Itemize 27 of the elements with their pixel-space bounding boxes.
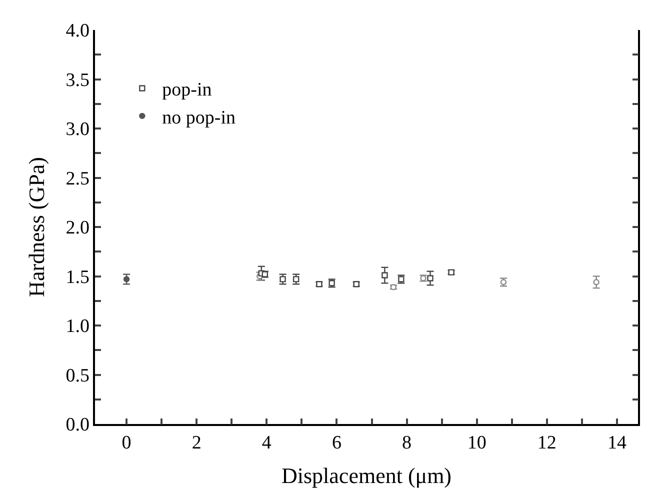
x-tick-label: 0: [122, 432, 132, 454]
x-tick-label: 2: [192, 432, 202, 454]
text: 0.0: [66, 414, 90, 436]
y-tick-label: 1.0: [66, 316, 90, 338]
point: [382, 272, 388, 278]
y-tick-label: 4.0: [66, 20, 90, 42]
x-tick-label: 14: [607, 432, 627, 454]
x-axis-title: Displacement (μm): [281, 462, 452, 488]
point: [280, 276, 286, 282]
x-tick-label: 12: [537, 432, 556, 454]
legend-label: no pop-in: [162, 107, 236, 128]
legend-label: pop-in: [162, 80, 212, 101]
x-tick-label: 4: [262, 432, 272, 454]
y-tick-label: 0.5: [66, 365, 90, 386]
y-tick-label: 3.5: [66, 70, 90, 91]
point: [292, 276, 300, 282]
y-tick-label: 1.5: [66, 266, 90, 288]
y-tick-label: 3.0: [66, 119, 90, 140]
y-tick-label: 2.5: [66, 168, 90, 190]
x-tick-label: 6: [332, 432, 342, 454]
y-tick-label: 2.0: [66, 218, 90, 239]
y-axis-title: Hardness (GPa): [24, 157, 49, 297]
point: [427, 275, 434, 282]
point: [593, 279, 600, 286]
x-tick-label: 10: [467, 432, 486, 454]
point: [123, 276, 130, 282]
x-tick-label: 8: [402, 432, 412, 454]
